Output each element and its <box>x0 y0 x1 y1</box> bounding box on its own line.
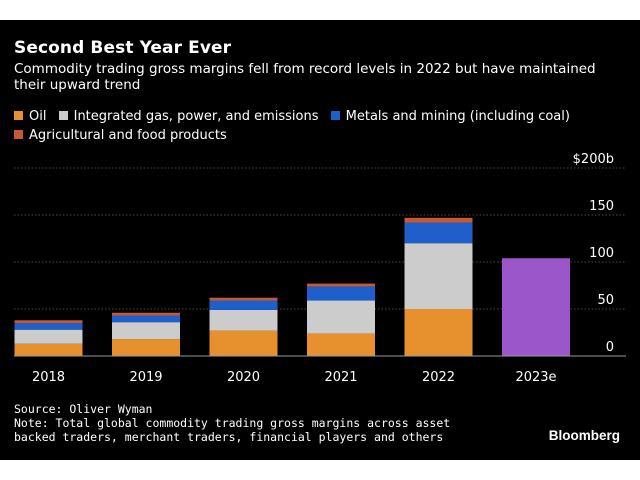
bar-2021-segment-1 <box>307 300 375 334</box>
bars <box>14 217 570 356</box>
y-tick-label: 150 <box>589 199 614 214</box>
legend-label-metals: Metals and mining (including coal) <box>345 109 570 124</box>
bar-2021-segment-2 <box>307 286 375 301</box>
y-tick-label: 100 <box>589 246 614 261</box>
x-tick-label: 2020 <box>227 370 260 385</box>
bar-2019-segment-0 <box>112 339 180 356</box>
bar-2020-segment-3 <box>209 297 278 301</box>
legend-label-gas: Integrated gas, power, and emissions <box>73 109 319 124</box>
bar-2021-segment-3 <box>307 283 375 287</box>
bar-2020-segment-0 <box>209 330 278 356</box>
y-tick-label: 50 <box>597 293 614 308</box>
chart-title: Second Best Year Ever <box>14 38 232 58</box>
chart-legend: Oil Integrated gas, power, and emissions… <box>14 107 629 145</box>
bar-2022-segment-1 <box>404 243 473 309</box>
x-tick-label: 2019 <box>129 370 162 385</box>
axis-labels: 0 50 100 150 $200b 2018 2019 2020 2021 2022 2023e <box>32 152 614 385</box>
legend-swatch-gas <box>58 111 68 120</box>
legend-label-agri: Agricultural and food products <box>29 128 227 143</box>
chart-subtitle: Commodity trading gross margins fell fro… <box>14 61 596 93</box>
x-tick-label: 2018 <box>32 370 65 385</box>
x-tick-label: 2023e <box>515 370 556 385</box>
bar-2019-segment-3 <box>112 312 180 316</box>
legend-item-gas: Integrated gas, power, and emissions <box>58 107 319 126</box>
legend-swatch-agri <box>14 130 23 139</box>
chart-footer: Source: Oliver Wyman Note: Total global … <box>14 402 494 444</box>
source-text: Source: Oliver Wyman <box>14 402 153 416</box>
legend-swatch-oil <box>14 111 23 120</box>
bar-2021-segment-0 <box>307 333 375 356</box>
y-tick-label: $200b <box>573 152 614 167</box>
bar-2022-segment-2 <box>404 222 473 244</box>
bar-2018-segment-2 <box>14 323 83 330</box>
x-tick-label: 2021 <box>324 370 357 385</box>
bar-2019-segment-2 <box>112 315 180 323</box>
note-text: Note: Total global commodity trading gro… <box>14 416 451 444</box>
bar-2018-segment-3 <box>14 320 83 324</box>
bar-2022-segment-3 <box>404 217 473 223</box>
bar-2018-segment-0 <box>14 343 83 356</box>
legend-item-oil: Oil <box>14 107 46 126</box>
bar-chart: 0 50 100 150 $200b 2018 2019 2020 2021 2022 2023e <box>14 152 626 385</box>
legend-label-oil: Oil <box>29 109 47 124</box>
legend-item-metals: Metals and mining (including coal) <box>330 107 570 126</box>
x-tick-label: 2022 <box>422 370 455 385</box>
bar-2020-segment-1 <box>209 309 278 331</box>
bar-2020-segment-2 <box>209 300 278 310</box>
chart-panel: Second Best Year Ever Commodity trading … <box>0 20 640 460</box>
bar-2019-segment-1 <box>112 322 180 340</box>
bar-2022-segment-0 <box>404 309 473 356</box>
bar-2018-segment-1 <box>14 329 83 344</box>
legend-swatch-metals <box>330 111 340 120</box>
bar-2023e-total <box>502 258 570 356</box>
bloomberg-logo: Bloomberg <box>548 428 620 443</box>
y-tick-label: 0 <box>606 340 614 355</box>
legend-item-agri: Agricultural and food products <box>14 126 227 145</box>
